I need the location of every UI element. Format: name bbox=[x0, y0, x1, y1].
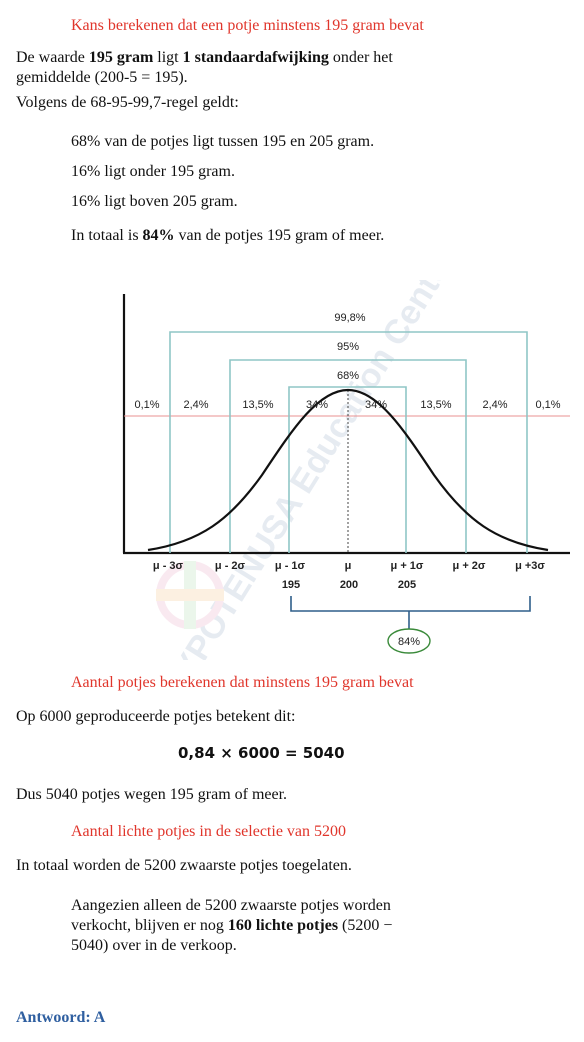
watermark-text: HYPOTENUSA Education Center bbox=[153, 280, 464, 660]
band-99-8 bbox=[169, 331, 528, 553]
heading-probability: Kans berekenen dat een potje minstens 19… bbox=[71, 17, 424, 34]
tick-label-plus-2: μ + 2σ bbox=[453, 560, 486, 572]
tick-label-minus-1: μ - 1σ bbox=[275, 560, 306, 572]
paragraph-6000: Op 6000 geproduceerde potjes betekent di… bbox=[16, 708, 296, 725]
bracket-84 bbox=[290, 596, 531, 612]
region-label-7: 2,4% bbox=[482, 399, 507, 411]
bracket-label: 84% bbox=[398, 636, 420, 648]
value-label-195: 195 bbox=[282, 579, 300, 591]
heading-light-jars: Aantal lichte potjes in de selectie van … bbox=[71, 823, 347, 840]
value-label-200: 200 bbox=[340, 579, 358, 591]
watermark: HYPOTENUSA Education Center bbox=[153, 280, 464, 660]
paragraph-5200: In totaal worden de 5200 zwaarste potjes… bbox=[16, 857, 352, 874]
tick-label-mean: μ bbox=[345, 560, 352, 572]
bullet-16-below: 16% ligt onder 195 gram. bbox=[71, 163, 235, 180]
normal-distribution-diagram: HYPOTENUSA Education Center 99,8% 95% 68… bbox=[122, 280, 570, 660]
region-label-4: 34% bbox=[306, 399, 328, 411]
value-label-205: 205 bbox=[398, 579, 416, 591]
paragraph-5040: Dus 5040 potjes wegen 195 gram of meer. bbox=[16, 786, 288, 803]
band-label-68: 68% bbox=[337, 370, 359, 382]
bullet-68: 68% van de potjes ligt tussen 195 en 205… bbox=[71, 133, 375, 150]
band-label-95: 95% bbox=[337, 341, 359, 353]
total-line: In totaal is 84% van de potjes 195 gram … bbox=[71, 227, 385, 244]
region-label-6: 13,5% bbox=[420, 399, 451, 411]
formula: 0,84 × 6000 = 5040 bbox=[178, 744, 345, 762]
band-68 bbox=[288, 386, 407, 553]
band-label-99-8: 99,8% bbox=[334, 312, 365, 324]
bracket-oval bbox=[387, 628, 431, 654]
band-95 bbox=[229, 359, 467, 553]
region-label-5: 34% bbox=[365, 399, 387, 411]
region-label-1: 0,1% bbox=[134, 399, 159, 411]
bullet-16-above: 16% ligt boven 205 gram. bbox=[71, 193, 238, 210]
tick-label-plus-3: μ +3σ bbox=[515, 560, 545, 572]
heading-count: Aantal potjes berekenen dat minstens 195… bbox=[71, 674, 414, 691]
paragraph-160: Aangezien alleen de 5200 zwaarste potjes… bbox=[71, 897, 393, 954]
tick-label-minus-3: μ - 3σ bbox=[153, 560, 184, 572]
region-label-2: 2,4% bbox=[183, 399, 208, 411]
region-label-8: 0,1% bbox=[535, 399, 560, 411]
region-label-3: 13,5% bbox=[242, 399, 273, 411]
tick-label-minus-2: μ - 2σ bbox=[215, 560, 246, 572]
tick-label-plus-1: μ + 1σ bbox=[391, 560, 424, 572]
paragraph-rule: Volgens de 68-95-99,7-regel geldt: bbox=[16, 94, 239, 111]
answer: Antwoord: A bbox=[16, 1009, 106, 1026]
bell-curve bbox=[147, 388, 549, 552]
paragraph-standard-deviation: De waarde 195 gram ligt 1 standaardafwij… bbox=[16, 49, 393, 86]
